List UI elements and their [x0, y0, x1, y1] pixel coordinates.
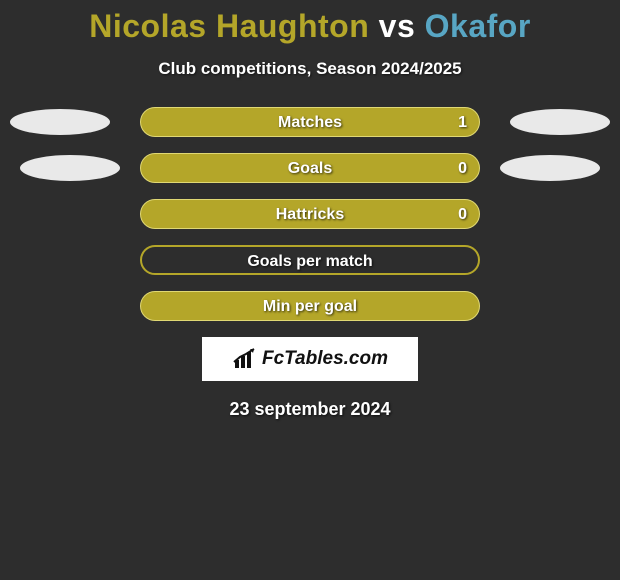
- comparison-infographic: Nicolas Haughton vs Okafor Club competit…: [0, 0, 620, 580]
- stat-value: 0: [458, 154, 467, 184]
- stat-row-hattricks: Hattricks 0: [0, 199, 620, 229]
- stat-label: Hattricks: [141, 200, 479, 230]
- stat-row-goals: Goals 0: [0, 153, 620, 183]
- stat-label: Matches: [141, 108, 479, 138]
- stat-row-matches: Matches 1: [0, 107, 620, 137]
- stats-block: Matches 1 Goals 0 Hattricks 0 Goals per …: [0, 107, 620, 321]
- right-ellipse: [500, 155, 600, 181]
- date-label: 23 september 2024: [0, 399, 620, 420]
- stat-label: Goals: [141, 154, 479, 184]
- stat-bar: Hattricks 0: [140, 199, 480, 229]
- left-ellipse: [20, 155, 120, 181]
- stat-bar: Matches 1: [140, 107, 480, 137]
- stat-bar: Goals 0: [140, 153, 480, 183]
- player1-name: Nicolas Haughton: [89, 8, 369, 44]
- subtitle: Club competitions, Season 2024/2025: [0, 59, 620, 79]
- stat-label: Goals per match: [142, 247, 478, 277]
- brand-box: FcTables.com: [202, 337, 418, 381]
- stat-row-goals-per-match: Goals per match: [0, 245, 620, 275]
- vs-label: vs: [379, 8, 416, 44]
- player2-name: Okafor: [425, 8, 531, 44]
- stat-bar: Goals per match: [140, 245, 480, 275]
- bar-chart-icon: [232, 348, 258, 370]
- page-title: Nicolas Haughton vs Okafor: [0, 0, 620, 45]
- stat-bar: Min per goal: [140, 291, 480, 321]
- stat-row-min-per-goal: Min per goal: [0, 291, 620, 321]
- right-ellipse: [510, 109, 610, 135]
- left-ellipse: [10, 109, 110, 135]
- stat-value: 1: [458, 108, 467, 138]
- stat-value: 0: [458, 200, 467, 230]
- stat-label: Min per goal: [141, 292, 479, 322]
- brand-text: FcTables.com: [262, 348, 388, 370]
